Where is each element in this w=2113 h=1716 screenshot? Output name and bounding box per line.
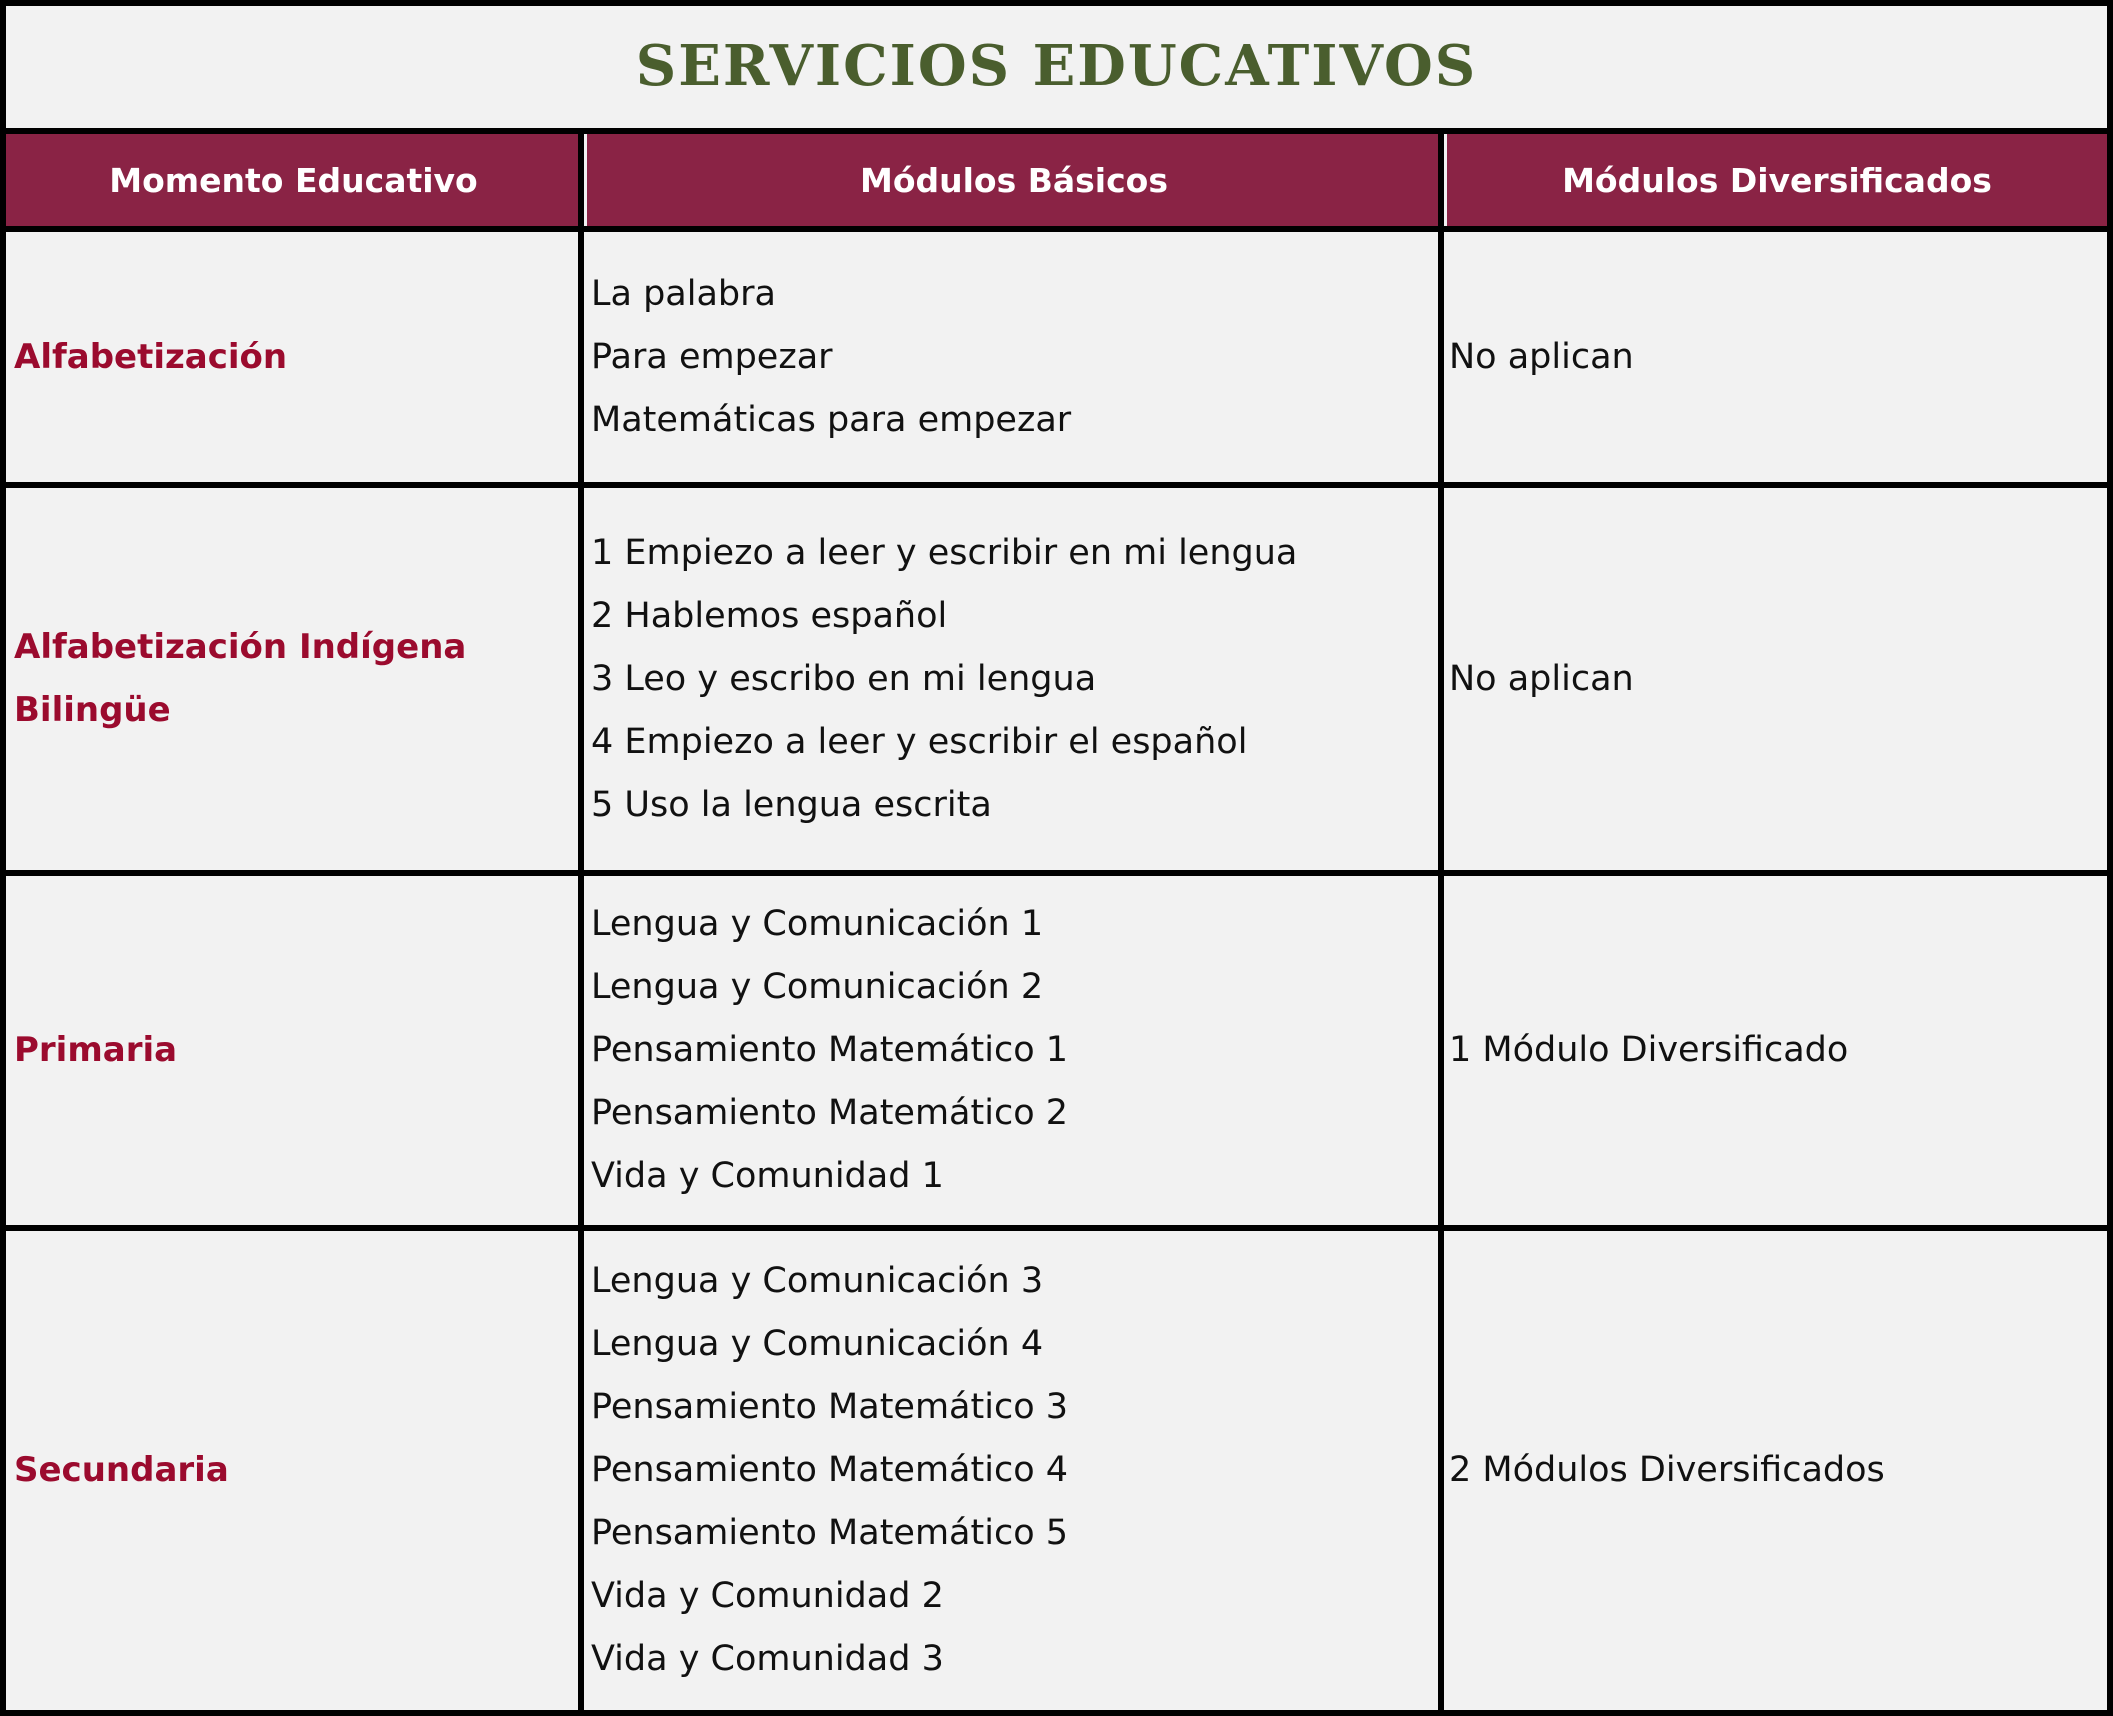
- basic-module-item: Vida y Comunidad 3: [591, 1639, 944, 1679]
- divider: [0, 1225, 2113, 1231]
- diversified-modules-cell: 1 Módulo Diversificado: [1447, 876, 2107, 1225]
- basic-modules-cell: Lengua y Comunicación 3 Lengua y Comunica…: [587, 1231, 1441, 1710]
- header-label: Módulos Básicos: [860, 160, 1168, 200]
- header-diversificados: Módulos Diversificados: [1447, 131, 2107, 229]
- diversified-modules-cell: No aplican: [1447, 232, 2107, 482]
- basic-module-item: 5 Uso la lengua escrita: [591, 784, 992, 825]
- divider: [0, 482, 2113, 488]
- moment-cell: Secundaria: [6, 1231, 581, 1710]
- basic-module-item: Lengua y Comunicación 2: [591, 967, 1044, 1007]
- basic-modules-cell: La palabra Para empezar Matemáticas para e…: [587, 232, 1441, 482]
- basic-module-item: 3 Leo y escribo en mi lengua: [591, 658, 1097, 699]
- basic-module-item: 4 Empiezo a leer y escribir el español: [591, 721, 1248, 762]
- basic-module-item: Lengua y Comunicación 1: [591, 904, 1044, 944]
- diversified-value: 2 Módulos Diversificados: [1449, 1450, 1885, 1490]
- basic-module-item: Pensamiento Matemático 5: [591, 1513, 1068, 1553]
- basic-module-item: Vida y Comunidad 1: [591, 1156, 944, 1196]
- basic-modules-cell: 1 Empiezo a leer y escribir en mi lengua…: [587, 488, 1441, 870]
- basic-module-item: 1 Empiezo a leer y escribir en mi lengua: [591, 532, 1298, 573]
- divider: [0, 128, 2113, 134]
- diversified-value: No aplican: [1449, 658, 1634, 699]
- basic-module-item: Vida y Comunidad 2: [591, 1576, 944, 1616]
- basic-module-item: Pensamiento Matemático 2: [591, 1093, 1068, 1133]
- moment-label: Bilingüe: [14, 690, 171, 730]
- basic-module-item: 2 Hablemos español: [591, 595, 948, 636]
- basic-module-item: Pensamiento Matemático 1: [591, 1030, 1068, 1070]
- basic-module-item: Pensamiento Matemático 4: [591, 1450, 1068, 1490]
- moment-cell: Alfabetización Indígena Bilingüe: [6, 488, 581, 870]
- basic-module-item: Lengua y Comunicación 4: [591, 1324, 1044, 1364]
- divider: [1438, 128, 1444, 1716]
- header-label: Momento Educativo: [109, 160, 478, 200]
- moment-cell: Alfabetización: [6, 232, 581, 482]
- basic-modules-cell: Lengua y Comunicación 1 Lengua y Comunica…: [587, 876, 1441, 1225]
- moment-cell: Primaria: [6, 876, 581, 1225]
- moment-label: Alfabetización Indígena: [14, 627, 467, 667]
- basic-module-item: Para empezar: [591, 336, 833, 377]
- divider: [578, 128, 584, 1716]
- diversified-modules-cell: No aplican: [1447, 488, 2107, 870]
- basic-module-item: Matemáticas para empezar: [591, 399, 1072, 440]
- moment-label: Alfabetización: [14, 336, 288, 377]
- header-label: Módulos Diversificados: [1562, 160, 1992, 200]
- basic-module-item: La palabra: [591, 273, 776, 314]
- header-momento: Momento Educativo: [6, 131, 581, 229]
- basic-module-item: Lengua y Comunicación 3: [591, 1261, 1044, 1301]
- basic-module-item: Pensamiento Matemático 3: [591, 1387, 1068, 1427]
- diversified-modules-cell: 2 Módulos Diversificados: [1447, 1231, 2107, 1710]
- divider: [0, 226, 2113, 232]
- moment-label: Secundaria: [14, 1450, 229, 1490]
- page-title: SERVICIOS EDUCATIVOS: [635, 32, 1478, 99]
- title-cell: SERVICIOS EDUCATIVOS: [0, 0, 2113, 131]
- moment-label: Primaria: [14, 1030, 178, 1070]
- diversified-value: 1 Módulo Diversificado: [1449, 1030, 1849, 1070]
- diversified-value: No aplican: [1449, 336, 1634, 377]
- divider: [0, 870, 2113, 876]
- header-basicos: Módulos Básicos: [587, 131, 1441, 229]
